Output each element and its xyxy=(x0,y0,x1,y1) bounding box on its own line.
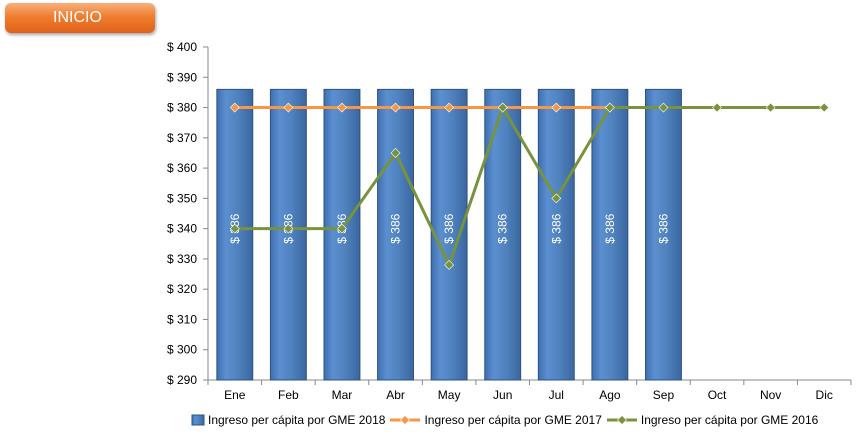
y-tick-label: $ 320 xyxy=(167,282,197,296)
bar xyxy=(323,88,361,381)
legend-swatch xyxy=(191,414,205,426)
series-point xyxy=(337,102,347,113)
x-tick-labels: Ene Feb Mar Abr May Jun Jul Ago Sep Oct Nov Dic xyxy=(224,388,833,402)
bar xyxy=(216,88,254,381)
series-point xyxy=(551,102,562,113)
series-point xyxy=(283,102,294,113)
inicio-button[interactable]: INICIO xyxy=(5,3,155,33)
series-point xyxy=(390,102,401,113)
chart-legend: Ingreso per cápita por GME 2018 Ingreso p… xyxy=(191,411,822,429)
series-point xyxy=(551,193,562,204)
bar-data-label: $ 386 xyxy=(389,213,403,243)
x-tick-label: May xyxy=(438,388,461,402)
bar-data-label: $ 386 xyxy=(496,213,510,243)
bar-data-label: $ 386 xyxy=(549,213,563,243)
bar-data-label: $ 386 xyxy=(603,213,617,243)
series-point xyxy=(604,102,615,113)
x-tick-label: Dic xyxy=(816,388,833,402)
series-line xyxy=(234,106,825,267)
y-tick-label: $ 330 xyxy=(167,252,197,266)
series-point xyxy=(390,148,401,158)
legend-item: Ingreso per cápita por GME 2017 xyxy=(389,413,602,427)
x-tick-label: Ago xyxy=(599,388,621,402)
y-tick-label: $ 290 xyxy=(167,373,197,387)
legend-label: Ingreso per cápita por GME 2016 xyxy=(640,413,819,427)
legend-bar-swatch xyxy=(191,414,205,426)
legend-label: Ingreso per cápita por GME 2018 xyxy=(208,413,386,427)
bar-series xyxy=(216,88,682,381)
series-point xyxy=(229,102,240,113)
series-point xyxy=(337,223,347,234)
y-tick-label: $ 350 xyxy=(167,191,197,205)
legend-marker-swatch xyxy=(400,415,411,425)
series-point xyxy=(712,102,722,113)
legend-marker-swatch xyxy=(616,415,627,425)
y-tick-label: $ 340 xyxy=(167,222,197,236)
y-tick-label: $ 300 xyxy=(167,343,197,357)
x-tick-label: Sep xyxy=(653,388,675,402)
bar xyxy=(377,88,414,381)
y-tick-label: $ 310 xyxy=(167,312,197,326)
x-tick-label: Jun xyxy=(493,388,512,402)
series-point xyxy=(658,102,669,113)
x-tick-label: Feb xyxy=(278,388,299,402)
x-tick-label: Mar xyxy=(332,388,353,402)
y-tick-label: $ 400 xyxy=(167,40,197,54)
bar xyxy=(537,88,575,381)
bar xyxy=(269,88,307,381)
x-tick-label: Oct xyxy=(708,388,727,402)
line-series xyxy=(229,102,830,270)
legend-label: Ingreso per cápita por GME 2017 xyxy=(424,413,602,427)
series-point xyxy=(497,102,508,113)
y-tick-label: $ 380 xyxy=(167,101,197,115)
bar xyxy=(645,88,682,381)
series-point xyxy=(229,223,240,234)
x-tick-label: Ene xyxy=(224,388,246,402)
series-point xyxy=(283,223,294,234)
legend-item: Ingreso per cápita por GME 2016 xyxy=(606,413,818,427)
x-tick-label: Nov xyxy=(760,388,781,402)
bar xyxy=(591,88,629,381)
legend-swatch xyxy=(606,415,637,425)
series-point xyxy=(819,102,830,113)
series-point xyxy=(444,102,455,113)
bar xyxy=(430,88,468,381)
legend-swatch xyxy=(390,415,421,425)
y-tick-label: $ 360 xyxy=(167,161,197,175)
chart-axes xyxy=(203,46,852,385)
y-tick-labels: $ 290 $ 300 $ 310 $ 320 $ 330 $ 340 $ 350 $ 360… xyxy=(167,40,197,387)
legend-item: Ingreso per cápita por GME 2018 xyxy=(191,413,385,427)
y-tick-label: $ 370 xyxy=(167,131,197,145)
bar-data-label: $ 386 xyxy=(656,213,670,243)
bar xyxy=(484,88,522,381)
series-point xyxy=(444,260,455,270)
x-tick-label: Abr xyxy=(386,388,405,402)
y-tick-label: $ 390 xyxy=(167,70,197,84)
series-point xyxy=(765,102,776,113)
x-tick-label: Jul xyxy=(549,388,564,402)
bar-data-label: $ 386 xyxy=(442,213,456,243)
